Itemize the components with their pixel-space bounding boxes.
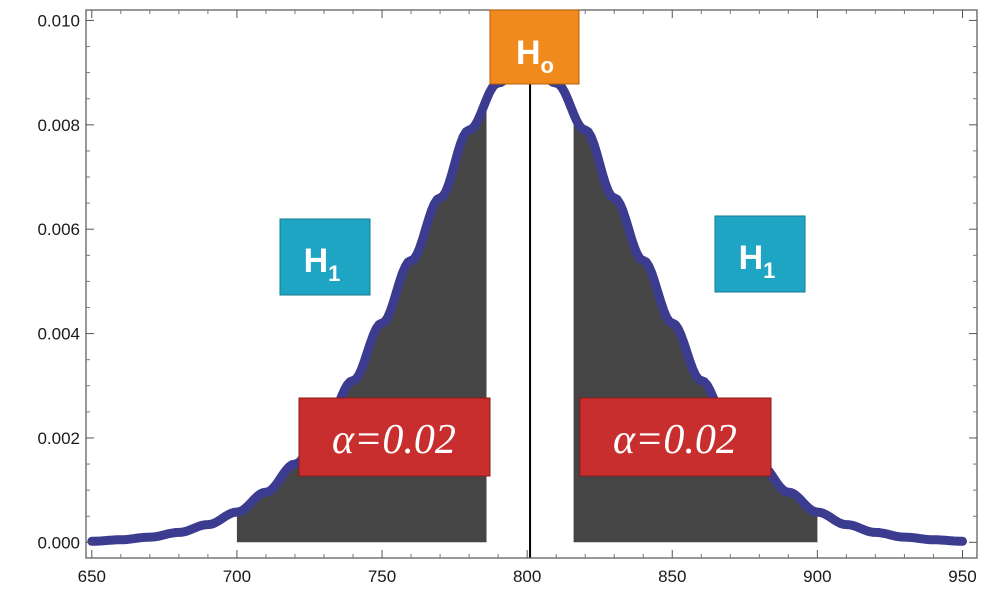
x-tick-label: 750: [368, 567, 396, 586]
x-tick-label: 850: [658, 567, 686, 586]
x-tick-label: 700: [223, 567, 251, 586]
x-tick-label: 800: [513, 567, 541, 586]
plot-frame: [85, 9, 978, 559]
svg-text:Ho: Ho: [516, 34, 554, 78]
alpha-left-box: [298, 397, 491, 477]
h1-left-label: H1: [279, 218, 371, 296]
x-tick-label: 900: [803, 567, 831, 586]
y-tick-label: 0.010: [37, 11, 80, 30]
density-curve: [87, 52, 967, 546]
y-tick-label: 0.000: [37, 533, 80, 552]
h1-right-box: [714, 215, 806, 293]
y-tick-label: 0.004: [37, 325, 80, 344]
x-tick-label: 650: [78, 567, 106, 586]
alpha-right-text: α=0.02: [613, 417, 737, 463]
h1-left-text: H: [304, 242, 329, 280]
alpha-right-box: [579, 397, 772, 477]
h1-right-subscript: 1: [763, 258, 775, 283]
h1-left-box: [279, 218, 371, 296]
h1-right-text: H: [739, 239, 764, 277]
h0-text: H: [516, 34, 541, 72]
alpha-right-label: α=0.02: [579, 397, 772, 477]
x-tick-label: 950: [948, 567, 976, 586]
h1-left-subscript: 1: [328, 261, 340, 286]
h0-label: Ho: [489, 9, 580, 85]
svg-text:H1: H1: [739, 239, 776, 283]
alpha-left-label: α=0.02: [298, 397, 491, 477]
svg-text:H1: H1: [304, 242, 341, 286]
axis-ticks: 650 700 750 800 850 900 950 0.000 0.002 0.004 0.00…: [37, 10, 977, 586]
y-tick-label: 0.008: [37, 116, 80, 135]
y-tick-label: 0.002: [37, 429, 80, 448]
y-tick-label: 0.006: [37, 220, 80, 239]
alpha-left-text: α=0.02: [332, 417, 456, 463]
rejection-region-right: [573, 113, 818, 543]
h1-right-label: H1: [714, 215, 806, 293]
h0-subscript: o: [541, 53, 554, 78]
h0-box: [489, 9, 580, 85]
